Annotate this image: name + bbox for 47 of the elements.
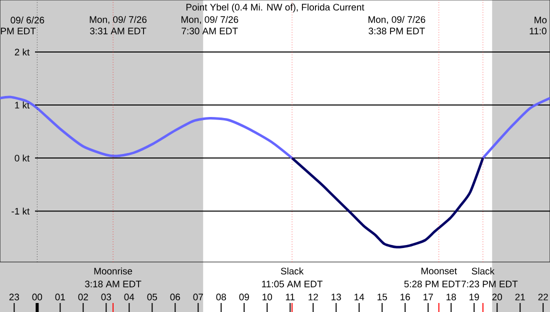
annotation: 3:38 PM EDT	[368, 28, 425, 34]
x-tick-label: 01	[55, 294, 65, 300]
x-tick-label: 10	[262, 294, 272, 300]
x-tick-label: 00	[32, 294, 42, 300]
annotation: PM EDT	[0, 28, 36, 34]
ref-line-label: Slack	[472, 268, 495, 274]
x-tick-label: 04	[124, 294, 134, 300]
x2-tick-label: Mon, 09/ 7/26	[368, 16, 426, 24]
chart-title: Point Ybel (0.4 Mi. NW of), Florida Current	[186, 4, 364, 12]
y-tick-label: 1 kt	[15, 102, 30, 108]
x-tick-label: 12	[308, 294, 318, 300]
x-tick-label: 02	[78, 294, 88, 300]
x-tick-label: 14	[354, 294, 364, 300]
text: 11:05 AM EDT	[262, 280, 323, 288]
annotation: 11:0	[530, 28, 546, 34]
ref-line-label: Slack	[280, 268, 304, 274]
x-tick-label: 17	[424, 294, 433, 300]
annotation: 3:31 AM EDT	[90, 28, 146, 34]
x-tick-label: 05	[147, 294, 158, 300]
x2-tick-label: Mon, 09/ 7/26	[181, 16, 238, 24]
x-tick-label: 08	[216, 294, 226, 300]
x2-tick-label: Mo	[534, 16, 547, 24]
y-tick-label: 0 kt	[14, 154, 30, 162]
text: 7:23 PM EDT	[462, 280, 518, 288]
y-tick-label: -1 kt	[12, 208, 30, 215]
x-tick-label: 20	[492, 294, 502, 300]
x2-tick-label: Mon, 09/ 7/26	[90, 16, 147, 24]
x-tick-label: 11	[286, 294, 295, 300]
x-tick-label: 07	[193, 294, 203, 300]
text: 5:28 PM EDT	[404, 280, 460, 288]
ref-line-label: Moonrise	[94, 268, 132, 274]
y-tick-label: 2 kt	[14, 48, 30, 56]
x-tick-label: 18	[446, 294, 456, 300]
x-tick-label: 21	[515, 294, 525, 300]
x-tick-label: 03	[101, 294, 112, 300]
x2-tick-label: 09/ 6/26	[10, 16, 44, 24]
x-tick-label: 19	[470, 294, 479, 300]
x-tick-label: 15	[378, 294, 388, 300]
x-tick-label: 13	[332, 294, 341, 300]
text: 3:18 AM EDT	[85, 280, 142, 288]
annotation: 7:30 AM EDT	[182, 28, 238, 34]
ref-line-label: Moonset	[421, 268, 457, 274]
x-tick-label: 06	[170, 294, 180, 300]
x-tick-label: 16	[400, 294, 410, 300]
x-tick-label: 23	[9, 294, 20, 300]
x-tick-label: 22	[538, 294, 548, 300]
x-tick-label: 09	[239, 294, 249, 300]
